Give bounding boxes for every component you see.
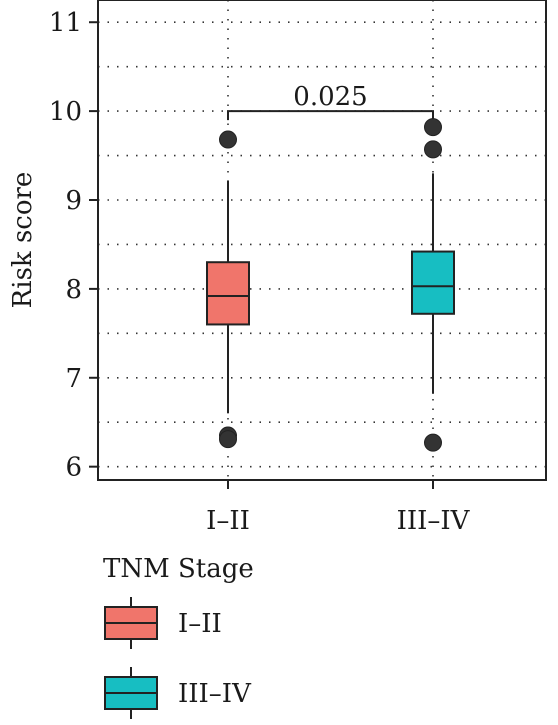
outlier-point (424, 140, 442, 159)
bracket-line (227, 110, 434, 121)
legend-key-2 (104, 667, 158, 719)
y-tick-label: 9 (65, 186, 82, 216)
outlier-point (219, 430, 237, 449)
box-2 (411, 118, 455, 452)
y-axis-title: Risk score (8, 172, 38, 309)
p-value-label: 0.025 (293, 82, 367, 112)
outlier-point (424, 118, 442, 137)
x-axis: I–II III–IV (206, 480, 471, 536)
y-tick-label: 11 (49, 8, 82, 38)
legend-label: I–II (178, 609, 222, 639)
box-body (411, 250, 455, 315)
boxes (206, 118, 455, 452)
y-tick-label: 7 (65, 364, 82, 394)
y-tick-label: 6 (65, 453, 82, 483)
y-tick-label: 8 (65, 275, 82, 305)
y-axis: 6 7 8 9 10 11 (49, 8, 98, 483)
x-tick-label: III–IV (397, 506, 471, 536)
x-tick-label: I–II (206, 506, 250, 536)
legend-label: III–IV (178, 679, 252, 709)
grid (98, 0, 546, 480)
plot-panel (97, 0, 547, 481)
box-1 (206, 130, 250, 449)
legend: TNM Stage I–II III–IV (103, 554, 254, 719)
y-tick-label: 10 (49, 97, 82, 127)
significance-bracket: 0.025 (227, 82, 434, 121)
legend-key-1 (104, 597, 158, 649)
outlier-point (219, 130, 237, 149)
box-body (206, 261, 250, 326)
legend-title: TNM Stage (103, 554, 254, 584)
outlier-point (424, 433, 442, 452)
